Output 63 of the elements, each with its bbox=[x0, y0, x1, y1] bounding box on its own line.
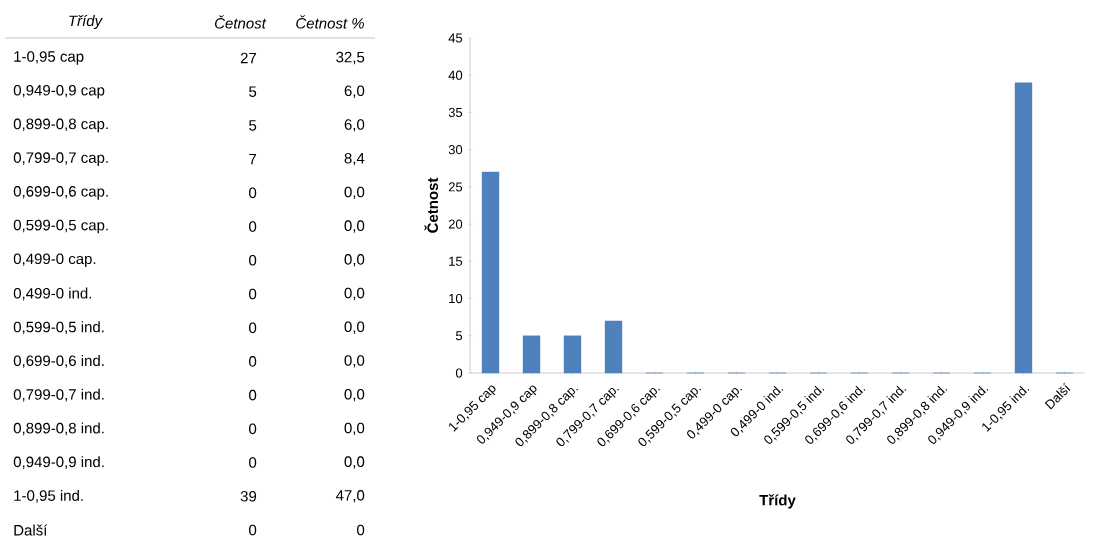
text: Četnost % bbox=[296, 15, 364, 29]
text: 0 bbox=[249, 221, 257, 232]
text: 0,799-0,7 cap. bbox=[13, 152, 108, 166]
text: 0 bbox=[249, 187, 257, 199]
text: 0,0 bbox=[344, 321, 365, 334]
bar bbox=[481, 171, 500, 374]
text: 0,949-0,9 ind. bbox=[13, 456, 104, 469]
y-tick-label: 20 bbox=[448, 219, 463, 229]
text: 0,599-0,5 cap. bbox=[13, 219, 108, 234]
text: 0 bbox=[249, 288, 257, 300]
text: 1-0,95 ind. bbox=[14, 489, 83, 503]
text: 0,0 bbox=[344, 456, 365, 469]
y-tick-label: 10 bbox=[449, 293, 463, 304]
text: 0,0 bbox=[344, 287, 365, 301]
bar bbox=[1014, 82, 1033, 374]
text: 0 bbox=[249, 389, 257, 401]
y-tick-label: 25 bbox=[448, 182, 463, 192]
text: 6,0 bbox=[344, 85, 365, 98]
y-tick-label: 30 bbox=[448, 145, 463, 155]
text: 0,0 bbox=[344, 355, 365, 368]
y-tick-label: 5 bbox=[455, 331, 463, 341]
text: 0,499-0 ind. bbox=[13, 287, 92, 301]
text: 0,699-0,6 ind. bbox=[13, 355, 104, 368]
bar bbox=[563, 335, 582, 374]
text: 5 bbox=[249, 120, 257, 131]
bar bbox=[522, 335, 541, 374]
y-tick-label: 15 bbox=[449, 256, 463, 266]
text: 27 bbox=[240, 52, 257, 64]
text: 0,0 bbox=[344, 422, 365, 436]
y-axis-title: Četnost bbox=[424, 177, 439, 233]
text: 0,899-0,8 cap. bbox=[13, 118, 108, 133]
text: 0,699-0,6 cap. bbox=[13, 186, 108, 200]
y-tick-label: 0 bbox=[455, 368, 463, 378]
text: 0,0 bbox=[344, 220, 365, 233]
text: 0 bbox=[249, 322, 257, 334]
text: 1-0,95 cap bbox=[14, 51, 84, 65]
text: 5 bbox=[249, 86, 257, 97]
text: 0,499-0 cap. bbox=[13, 253, 96, 268]
text: 0 bbox=[357, 524, 365, 536]
text: 0,949-0,9 cap bbox=[13, 84, 105, 99]
y-tick-label: 35 bbox=[448, 107, 463, 118]
text: 7 bbox=[249, 153, 257, 165]
text: 0,599-0,5 ind. bbox=[13, 321, 104, 335]
text: Třídy bbox=[69, 14, 103, 30]
text: 0 bbox=[249, 524, 257, 536]
text: Četnost bbox=[214, 15, 267, 29]
bar bbox=[604, 320, 623, 374]
text: 0,0 bbox=[344, 388, 365, 402]
text: Další bbox=[14, 524, 48, 536]
text: 6,0 bbox=[344, 119, 365, 132]
text: 0 bbox=[249, 254, 257, 266]
text: 8,4 bbox=[344, 152, 365, 166]
y-tick-label: 45 bbox=[448, 33, 463, 43]
text: 47,0 bbox=[335, 490, 365, 503]
y-tick-label: 40 bbox=[448, 70, 463, 80]
text: 0 bbox=[249, 457, 257, 468]
text: 0,0 bbox=[344, 254, 365, 267]
text: 39 bbox=[240, 490, 257, 502]
text: 0 bbox=[249, 423, 257, 435]
text: 0 bbox=[249, 356, 257, 367]
x-axis-title: Třídy bbox=[759, 494, 796, 509]
text: 32,5 bbox=[336, 51, 365, 65]
text: 0,0 bbox=[344, 186, 365, 200]
